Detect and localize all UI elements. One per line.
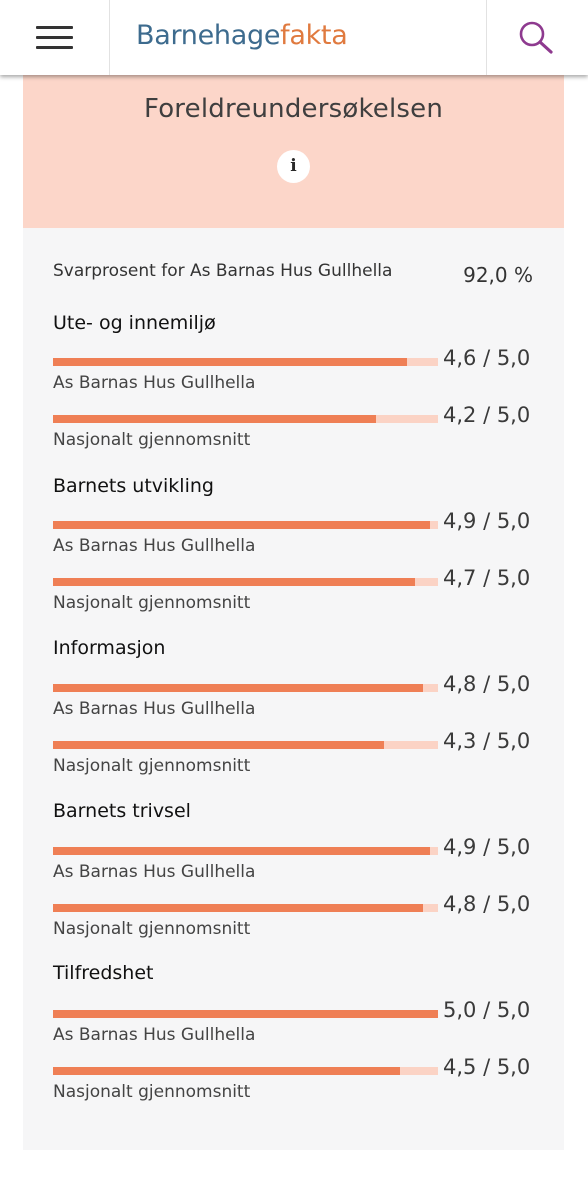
category-title: Informasjon <box>53 637 166 659</box>
score-bar-track <box>53 1010 438 1018</box>
score-bar-fill <box>53 1067 400 1075</box>
response-rate-value: 92,0 % <box>463 263 533 287</box>
row-label: Nasjonalt gjennomsnitt <box>53 756 251 776</box>
score-bar-fill <box>53 847 431 855</box>
score-value: 4,8 / 5,0 <box>443 892 531 916</box>
category-title: Barnets utvikling <box>53 475 214 497</box>
score-row-national: 4,5 / 5,0 Nasjonalt gjennomsnitt <box>53 1055 543 1117</box>
hamburger-line <box>36 26 73 29</box>
score-row-national: 4,2 / 5,0 Nasjonalt gjennomsnitt <box>53 403 543 465</box>
hamburger-line <box>36 36 73 39</box>
score-bar-track <box>53 847 438 855</box>
score-row-kindergarten: 4,8 / 5,0 As Barnas Hus Gullhella <box>53 672 543 734</box>
score-bar-track <box>53 415 438 423</box>
score-row-national: 4,7 / 5,0 Nasjonalt gjennomsnitt <box>53 566 543 628</box>
page-title: Foreldreundersøkelsen <box>143 94 444 124</box>
row-label: As Barnas Hus Gullhella <box>53 1025 256 1045</box>
row-label: As Barnas Hus Gullhella <box>53 699 256 719</box>
score-value: 4,7 / 5,0 <box>443 566 531 590</box>
score-value: 4,2 / 5,0 <box>443 403 531 427</box>
score-bar-track <box>53 1067 438 1075</box>
score-row-kindergarten: 4,9 / 5,0 As Barnas Hus Gullhella <box>53 509 543 571</box>
score-bar-fill <box>53 904 423 912</box>
score-bar-fill <box>53 741 385 749</box>
score-bar-fill <box>53 1010 438 1018</box>
score-bar-fill <box>53 578 415 586</box>
search-icon <box>519 21 553 54</box>
row-label: Nasjonalt gjennomsnitt <box>53 1082 251 1102</box>
logo-text-barnehage: Barnehage <box>136 20 281 51</box>
score-row-kindergarten: 4,9 / 5,0 As Barnas Hus Gullhella <box>53 835 543 897</box>
score-bar-fill <box>53 358 408 366</box>
results-panel: Svarprosent for As Barnas Hus Gullhella … <box>23 228 564 1150</box>
score-value: 4,6 / 5,0 <box>443 346 531 370</box>
score-bar-track <box>53 741 438 749</box>
score-bar-fill <box>53 684 423 692</box>
score-bar-track <box>53 358 438 366</box>
score-value: 4,5 / 5,0 <box>443 1055 531 1079</box>
site-logo[interactable]: Barnehagefakta <box>136 18 348 54</box>
score-row-national: 4,3 / 5,0 Nasjonalt gjennomsnitt <box>53 729 543 791</box>
score-row-kindergarten: 4,6 / 5,0 As Barnas Hus Gullhella <box>53 346 543 408</box>
score-value: 4,3 / 5,0 <box>443 729 531 753</box>
score-bar-track <box>53 684 438 692</box>
category-title: Tilfredshet <box>53 962 154 984</box>
score-row-kindergarten: 5,0 / 5,0 As Barnas Hus Gullhella <box>53 998 543 1060</box>
score-value: 4,8 / 5,0 <box>443 672 531 696</box>
row-label: Nasjonalt gjennomsnitt <box>53 593 251 613</box>
category-title: Barnets trivsel <box>53 800 191 822</box>
row-label: As Barnas Hus Gullhella <box>53 536 256 556</box>
info-icon[interactable]: i <box>277 150 310 183</box>
score-value: 4,9 / 5,0 <box>443 835 531 859</box>
score-value: 5,0 / 5,0 <box>443 998 531 1022</box>
row-label: As Barnas Hus Gullhella <box>53 373 256 393</box>
hamburger-line <box>36 46 73 49</box>
search-button[interactable] <box>486 0 588 75</box>
score-bar-track <box>53 521 438 529</box>
row-label: Nasjonalt gjennomsnitt <box>53 919 251 939</box>
score-value: 4,9 / 5,0 <box>443 509 531 533</box>
menu-button[interactable] <box>0 0 110 75</box>
score-bar-fill <box>53 415 377 423</box>
logo-text-fakta: fakta <box>280 20 348 51</box>
row-label: Nasjonalt gjennomsnitt <box>53 430 251 450</box>
response-rate-label: Svarprosent for As Barnas Hus Gullhella <box>53 261 393 281</box>
score-bar-fill <box>53 521 431 529</box>
top-navigation-bar: Barnehagefakta <box>0 0 588 75</box>
score-bar-track <box>53 578 438 586</box>
row-label: As Barnas Hus Gullhella <box>53 862 256 882</box>
score-row-national: 4,8 / 5,0 Nasjonalt gjennomsnitt <box>53 892 543 954</box>
score-bar-track <box>53 904 438 912</box>
category-title: Ute- og innemiljø <box>53 312 216 334</box>
survey-header: Foreldreundersøkelsen i <box>23 75 564 228</box>
